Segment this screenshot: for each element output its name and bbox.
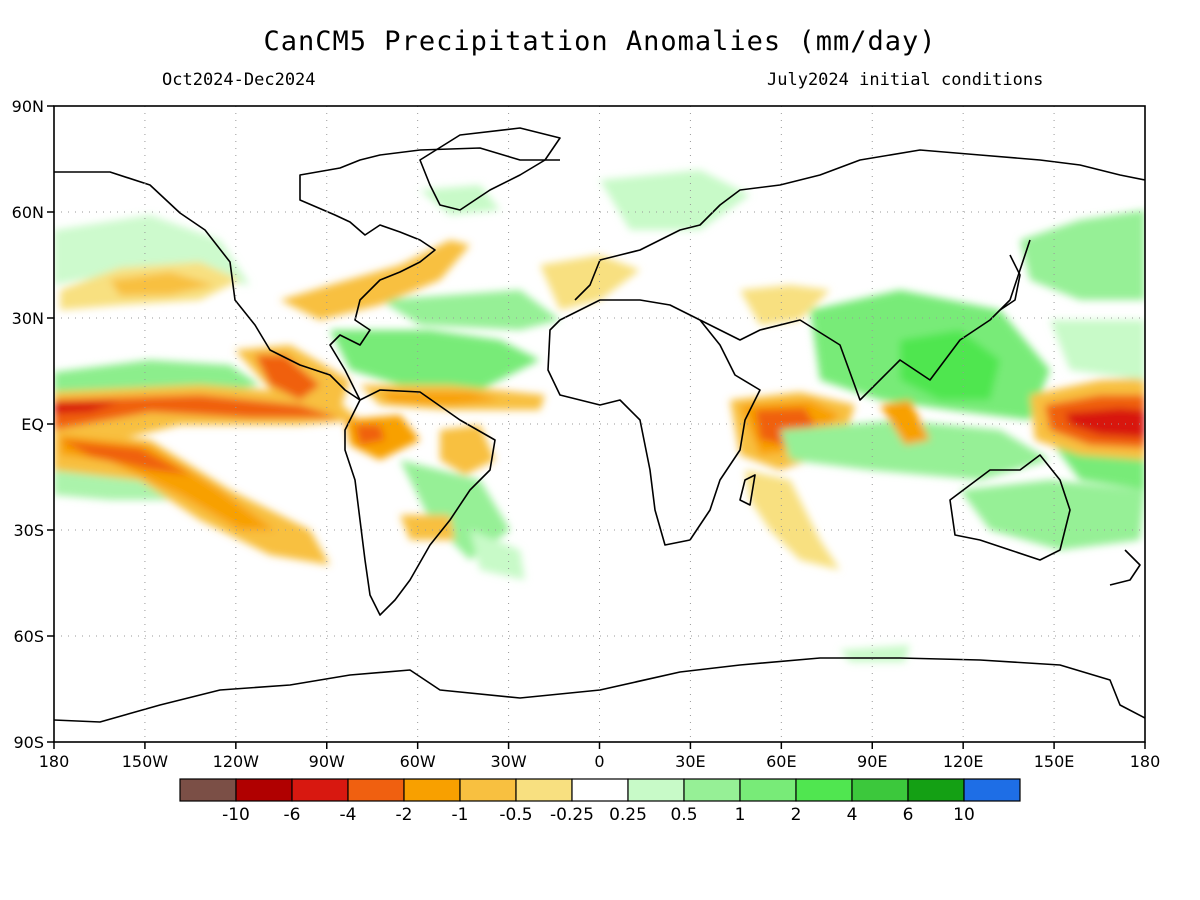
y-tick-label: 30S: [13, 521, 44, 540]
colorbar-label: -2: [396, 805, 413, 825]
coastline-europe-africa: [547, 299, 761, 546]
colorbar-swatch: [795, 778, 853, 802]
coastline-north-america: [54, 147, 560, 401]
map-title: CanCM5 Precipitation Anomalies (mm/day): [263, 26, 937, 57]
y-tick-label: 60S: [13, 627, 44, 646]
anomaly-region: [355, 425, 385, 445]
anomaly-region: [540, 255, 640, 310]
anomaly-region: [780, 420, 1050, 480]
colorbar-label: -4: [340, 805, 357, 825]
y-tick-label: 90S: [13, 733, 44, 752]
coastline-greenland: [419, 127, 561, 211]
colorbar-label: -1: [452, 805, 469, 825]
colorbar-label: 0.5: [670, 805, 697, 825]
coastline-asia-south: [699, 239, 1031, 401]
longitude-axis: 180 150W 120W 90W 60W 30W 0 30E 60E 90E 120E 150E 18…: [39, 742, 1161, 771]
colorbar-swatch: [739, 778, 797, 802]
x-tick-label: 0: [594, 752, 604, 771]
anomaly-region: [840, 645, 910, 662]
colorbar-swatch: [963, 778, 1021, 802]
colorbar-swatch: [291, 778, 349, 802]
anomaly-region: [380, 392, 500, 405]
x-tick-label: 90W: [309, 752, 345, 771]
latitude-axis: 90N 60N 30N EQ 30S 60S 90S: [12, 97, 54, 752]
anomaly-region: [960, 480, 1145, 550]
anomaly-region: [54, 402, 120, 414]
colorbar-swatch: [907, 778, 965, 802]
x-tick-label: 120W: [213, 752, 260, 771]
colorbar-label: 10: [953, 805, 975, 825]
x-tick-label: 30W: [490, 752, 526, 771]
coastline-madagascar: [739, 474, 756, 506]
x-tick-label: 150W: [122, 752, 169, 771]
anomaly-region: [745, 470, 840, 570]
anomaly-region: [60, 440, 190, 475]
anomaly-region: [1020, 210, 1145, 300]
colorbar-label: -10: [222, 805, 250, 825]
anomaly-region: [1050, 320, 1145, 380]
colorbar-label: -6: [284, 805, 301, 825]
x-tick-label: 60W: [400, 752, 436, 771]
coastline-japan: [999, 254, 1021, 311]
anomaly-region: [600, 170, 750, 230]
colorbar-swatch: [683, 778, 741, 802]
x-tick-label: 120E: [943, 752, 984, 771]
anomaly-field: [54, 170, 1145, 662]
colorbar-label: -0.25: [550, 805, 594, 825]
anomaly-region: [400, 515, 455, 540]
colorbar-label: -0.5: [499, 805, 532, 825]
coastlines: [54, 127, 1145, 723]
anomaly-region: [110, 272, 215, 296]
colorbar-swatch: [235, 778, 293, 802]
anomaly-region: [880, 400, 930, 445]
colorbar-swatch: [403, 778, 461, 802]
x-tick-label: 90E: [857, 752, 887, 771]
colorbar-swatch: [627, 778, 685, 802]
anomaly-region: [440, 425, 495, 475]
colorbar-label: 4: [847, 805, 858, 825]
anomaly-region: [900, 330, 1000, 400]
coastline-australia: [949, 454, 1071, 561]
y-tick-label: EQ: [21, 415, 44, 434]
anomaly-region: [54, 395, 340, 430]
anomaly-shading-layer: [54, 170, 1145, 662]
anomaly-region: [470, 530, 525, 580]
anomaly-region: [740, 285, 830, 325]
anomaly-region: [255, 355, 320, 400]
colorbar-label: 1: [735, 805, 746, 825]
colorbar-swatch: [515, 778, 573, 802]
coastline-new-zealand: [1109, 549, 1141, 586]
y-tick-label: 60N: [12, 203, 44, 222]
coastline-eurasia: [574, 149, 1145, 301]
colorbar-label: 2: [791, 805, 802, 825]
colorbar-swatch: [571, 778, 629, 802]
colorbar-label: 6: [903, 805, 914, 825]
colorbar-swatch: [179, 778, 237, 802]
coastline-south-america: [344, 389, 496, 616]
colorbar: -10 -6 -4 -2 -1 -0.5 -0.25 0.25 0.5 1 2 4 6 10: [179, 778, 1021, 825]
colorbar-label: 0.25: [609, 805, 647, 825]
y-tick-label: 30N: [12, 309, 44, 328]
x-tick-label: 150E: [1034, 752, 1075, 771]
x-tick-label: 30E: [675, 752, 705, 771]
anomaly-region: [330, 330, 540, 390]
x-tick-label: 180: [1130, 752, 1161, 771]
colorbar-swatch: [851, 778, 909, 802]
y-tick-label: 90N: [12, 97, 44, 116]
colorbar-swatch: [347, 778, 405, 802]
x-tick-label: 180: [39, 752, 70, 771]
colorbar-swatch: [459, 778, 517, 802]
initial-conditions-label: July2024 initial conditions: [767, 70, 1044, 90]
coastline-antarctica: [54, 657, 1145, 723]
anomaly-region: [420, 185, 500, 215]
anomaly-region: [380, 290, 560, 330]
graticule: [54, 106, 1145, 742]
anomaly-region: [1065, 408, 1145, 438]
x-tick-label: 60E: [766, 752, 796, 771]
anomaly-region: [755, 408, 815, 445]
forecast-period: Oct2024-Dec2024: [162, 70, 316, 90]
